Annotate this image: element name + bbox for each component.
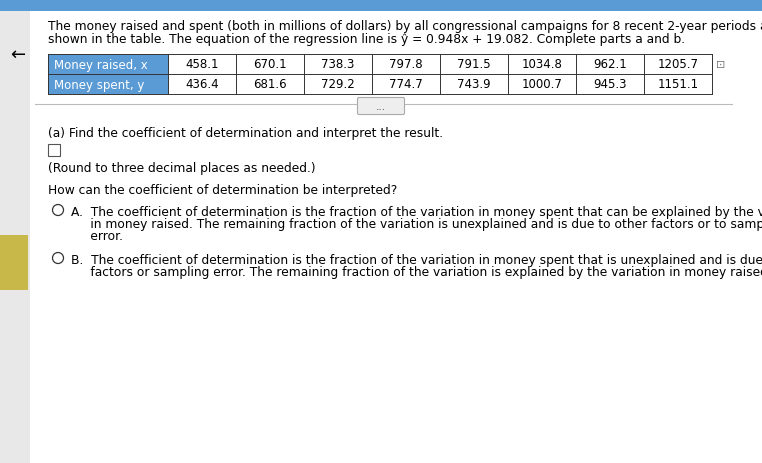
Text: ←: ← — [11, 46, 26, 64]
Text: (Round to three decimal places as needed.): (Round to three decimal places as needed… — [48, 162, 315, 175]
Text: 738.3: 738.3 — [322, 58, 354, 71]
Text: shown in the table. The equation of the regression line is ŷ = 0.948x + 19.082. : shown in the table. The equation of the … — [48, 33, 685, 46]
Text: 458.1: 458.1 — [185, 58, 219, 71]
Text: 962.1: 962.1 — [593, 58, 627, 71]
Text: 436.4: 436.4 — [185, 78, 219, 91]
Text: 670.1: 670.1 — [253, 58, 287, 71]
Text: 791.5: 791.5 — [457, 58, 491, 71]
Bar — [48, 55, 168, 95]
Text: 1034.8: 1034.8 — [521, 58, 562, 71]
Text: 681.6: 681.6 — [253, 78, 287, 91]
Text: Money spent, y: Money spent, y — [54, 78, 144, 91]
Text: in money raised. The remaining fraction of the variation is unexplained and is d: in money raised. The remaining fraction … — [71, 218, 762, 231]
FancyBboxPatch shape — [357, 98, 405, 115]
Text: A.  The coefficient of determination is the fraction of the variation in money s: A. The coefficient of determination is t… — [71, 206, 762, 219]
Text: How can the coefficient of determination be interpreted?: How can the coefficient of determination… — [48, 184, 397, 197]
Text: (a) Find the coefficient of determination and interpret the result.: (a) Find the coefficient of determinatio… — [48, 127, 443, 140]
Text: The money raised and spent (both in millions of dollars) by all congressional ca: The money raised and spent (both in mill… — [48, 20, 762, 33]
Text: 1151.1: 1151.1 — [658, 78, 699, 91]
Text: 743.9: 743.9 — [457, 78, 491, 91]
Bar — [0, 0, 762, 12]
Text: error.: error. — [71, 230, 123, 243]
Text: ...: ... — [376, 102, 386, 112]
Text: 1000.7: 1000.7 — [521, 78, 562, 91]
Text: 1205.7: 1205.7 — [658, 58, 699, 71]
Text: ⊡: ⊡ — [716, 60, 725, 70]
Text: Money raised, x: Money raised, x — [54, 58, 148, 71]
Text: 729.2: 729.2 — [321, 78, 355, 91]
Bar — [48, 144, 60, 156]
Text: 797.8: 797.8 — [389, 58, 423, 71]
Bar — [0, 236, 28, 290]
Text: B.  The coefficient of determination is the fraction of the variation in money s: B. The coefficient of determination is t… — [71, 253, 762, 266]
Bar — [168, 55, 712, 95]
Text: 774.7: 774.7 — [389, 78, 423, 91]
Text: factors or sampling error. The remaining fraction of the variation is explained : factors or sampling error. The remaining… — [71, 265, 762, 278]
Text: 945.3: 945.3 — [594, 78, 627, 91]
